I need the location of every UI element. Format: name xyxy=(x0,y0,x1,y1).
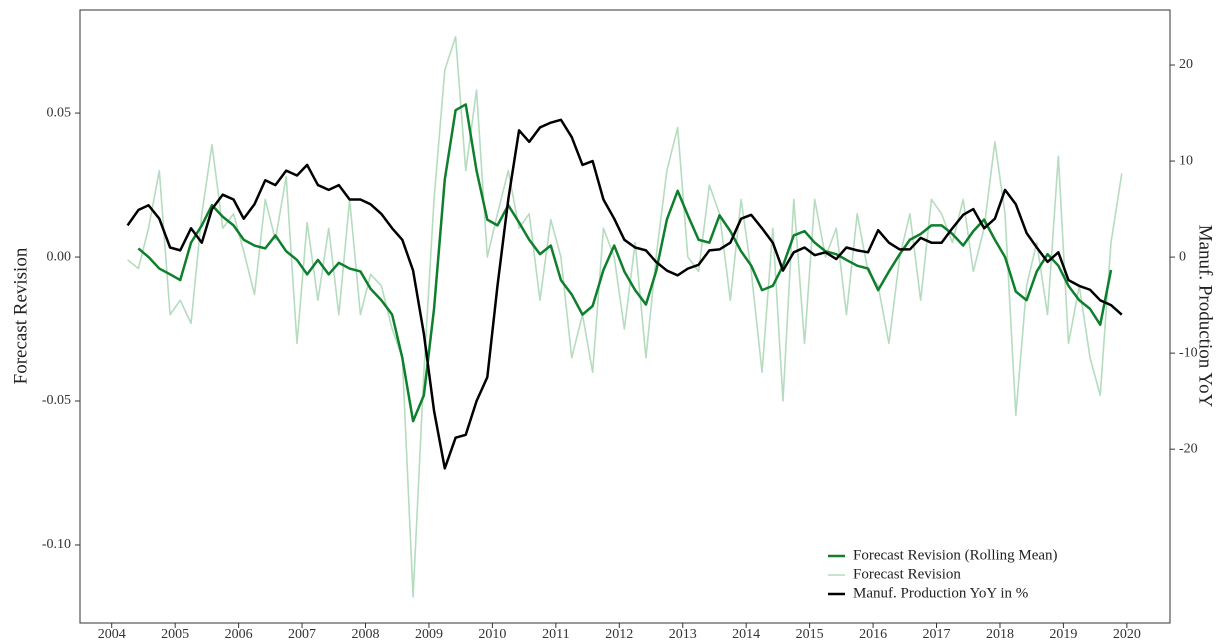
y2-axis-label: Manuf. Production YoY xyxy=(1195,225,1216,408)
x-tick-label: 2020 xyxy=(1113,627,1141,642)
legend-label: Manuf. Production YoY in % xyxy=(853,585,1028,601)
y2-tick-label: 20 xyxy=(1179,57,1193,72)
plot-frame xyxy=(79,9,1171,624)
x-tick-label: 2016 xyxy=(859,627,887,642)
y2-tick-label: 0 xyxy=(1179,249,1186,264)
x-tick-label: 2007 xyxy=(288,627,316,642)
x-tick-label: 2013 xyxy=(669,627,697,642)
legend-label: Forecast Revision (Rolling Mean) xyxy=(853,547,1058,563)
y-tick-label: 0.00 xyxy=(47,249,72,264)
y2-tick-label: -20 xyxy=(1179,441,1198,456)
y-tick-label: -0.10 xyxy=(42,537,71,552)
y-tick-label: 0.05 xyxy=(47,105,72,120)
legend-label: Forecast Revision xyxy=(853,566,961,582)
x-tick-label: 2014 xyxy=(732,627,760,642)
x-tick-label: 2011 xyxy=(542,627,569,642)
y2-tick-label: -10 xyxy=(1179,345,1198,360)
x-tick-label: 2012 xyxy=(605,627,633,642)
y-axis-label: Forecast Revision xyxy=(10,247,31,384)
y-tick-label: -0.05 xyxy=(42,393,71,408)
x-tick-label: 2017 xyxy=(923,627,951,642)
series-line xyxy=(127,35,1123,598)
x-tick-label: 2009 xyxy=(415,627,443,642)
x-tick-label: 2004 xyxy=(98,627,126,642)
x-tick-label: 2010 xyxy=(478,627,506,642)
y2-tick-label: 10 xyxy=(1179,153,1193,168)
x-tick-label: 2006 xyxy=(225,627,253,642)
x-tick-label: 2019 xyxy=(1049,627,1077,642)
x-tick-label: 2018 xyxy=(986,627,1014,642)
x-tick-label: 2015 xyxy=(796,627,824,642)
x-tick-label: 2005 xyxy=(161,627,189,642)
series-line xyxy=(137,103,1113,423)
series-line xyxy=(126,118,1123,470)
x-tick-label: 2008 xyxy=(352,627,380,642)
